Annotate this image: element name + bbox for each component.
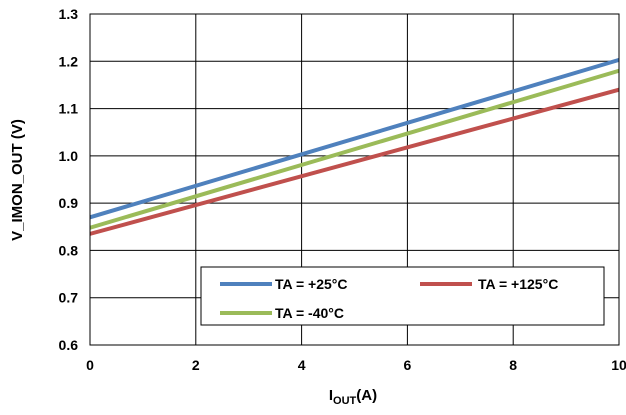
series-line-0	[89, 57, 620, 220]
x-axis-title-unit: (A)	[356, 387, 377, 404]
x-axis-title: IOUT(A)	[329, 387, 377, 407]
y-tick-label-5: 1.1	[59, 101, 79, 117]
legend-label-minus40c: TA = -40°C	[275, 305, 344, 321]
y-tick-label-1: 0.7	[59, 290, 79, 306]
x-tick-label-3: 6	[404, 357, 412, 373]
x-tick-label-5: 10	[611, 357, 626, 373]
x-tick-label-4: 8	[509, 357, 517, 373]
series-line-1	[89, 87, 620, 236]
y-tick-label-2: 0.8	[59, 242, 79, 258]
x-tick-label-2: 4	[298, 357, 306, 373]
y-axis-tick-labels: 0.6 0.7 0.8 0.9 1.0 1.1 1.2 1.3	[59, 6, 79, 353]
y-tick-label-7: 1.3	[59, 6, 79, 22]
y-tick-label-6: 1.2	[59, 53, 79, 69]
x-tick-label-1: 2	[192, 357, 200, 373]
y-tick-label-0: 0.6	[59, 337, 79, 353]
x-tick-label-0: 0	[86, 357, 94, 373]
x-axis-title-main: I	[329, 387, 333, 404]
legend-label-25c: TA = +25°C	[275, 276, 348, 292]
plot-border	[89, 13, 620, 346]
legend-label-125c: TA = +125°C	[478, 276, 558, 292]
series-line-2	[89, 68, 620, 230]
x-axis-title-subscript: OUT	[333, 395, 357, 407]
series-lines	[89, 57, 620, 236]
legend-box	[200, 266, 605, 326]
legend: TA = +25°C TA = +125°C TA = -40°C	[200, 266, 605, 326]
x-axis-tick-labels: 0 2 4 6 8 10	[86, 357, 626, 373]
y-axis-title: V_IMON_OUT (V)	[9, 119, 26, 241]
y-tick-label-3: 0.9	[59, 195, 79, 211]
y-tick-label-4: 1.0	[59, 148, 79, 164]
